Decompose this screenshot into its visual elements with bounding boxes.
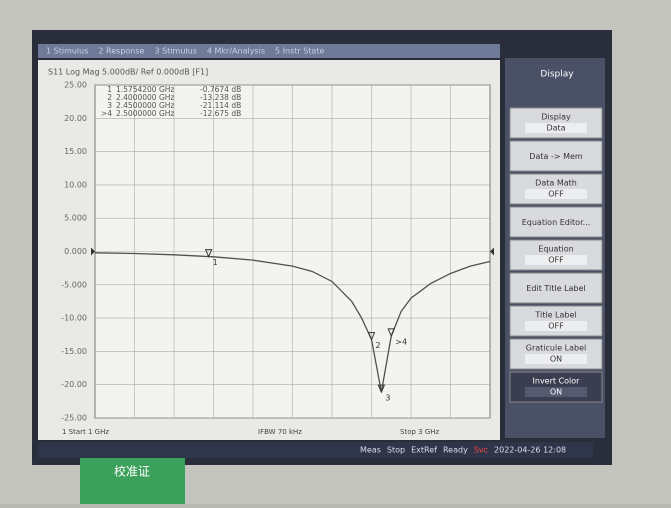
y-tick-label: 25.00: [64, 81, 87, 90]
marker-number: >4: [395, 337, 407, 346]
softkey-label: ON: [550, 355, 562, 364]
chart-title: S11 Log Mag 5.000dB/ Ref 0.000dB [F1]: [48, 68, 208, 77]
ifbw-label: IFBW 70 kHz: [258, 428, 302, 436]
softkey-label: Data Math: [535, 179, 577, 188]
marker-number: 3: [385, 394, 390, 403]
softkey-label: OFF: [548, 190, 564, 199]
sticker-text: 校准证: [114, 464, 150, 479]
status-item: 2022-04-26 12:08: [494, 446, 566, 455]
y-tick-label: -10.00: [61, 314, 87, 323]
marker-number: 2: [376, 341, 381, 350]
softkey-label: Data: [546, 124, 565, 133]
softkey-title: Display: [540, 70, 574, 80]
status-item: Stop: [387, 446, 405, 455]
y-tick-label: 15.00: [64, 147, 87, 156]
y-tick-label: 5.000: [64, 214, 87, 223]
stop-label: Stop 3 GHz: [400, 428, 440, 436]
softkey-label: ON: [550, 388, 562, 397]
softkey-label: Equation: [538, 245, 573, 254]
softkey-label: Edit Title Label: [526, 284, 585, 293]
y-tick-label: -15.00: [61, 347, 87, 356]
marker-number: 1: [213, 258, 218, 267]
softkey-label: OFF: [548, 256, 564, 265]
readout-value: -12.675 dB: [200, 109, 241, 118]
y-tick-label: -20.00: [61, 380, 87, 389]
menu-item[interactable]: 2 Response: [98, 47, 144, 56]
page: S11 Log Mag 5.000dB/ Ref 0.000dB [F1] 校准…: [0, 0, 671, 504]
menu-item[interactable]: 3 Stimulus: [154, 47, 196, 56]
softkey-label: Data -> Mem: [529, 152, 583, 161]
readout-name: >4: [101, 109, 112, 118]
status-item: Meas: [360, 446, 381, 455]
softkey-label: Equation Editor...: [522, 218, 591, 227]
y-tick-label: -5.000: [61, 280, 87, 289]
y-tick-label: 10.00: [64, 180, 87, 189]
menu-item[interactable]: 1 Stimulus: [46, 47, 88, 56]
softkey-label: OFF: [548, 322, 564, 331]
y-tick-label: -25.00: [61, 414, 87, 423]
y-tick-label: 20.00: [64, 114, 87, 123]
menu-item[interactable]: 5 Instr State: [275, 47, 324, 56]
softkey-label: Graticule Label: [526, 344, 587, 353]
status-item: Ready: [443, 446, 468, 455]
softkey-label: Invert Color: [533, 377, 581, 386]
menu-item[interactable]: 4 Mkr/Analysis: [207, 47, 265, 56]
softkey-label: Title Label: [534, 311, 576, 320]
start-label: 1 Start 1 GHz: [62, 428, 109, 436]
softkey-label: Display: [541, 113, 571, 122]
readout-x: 2.5000000 GHz: [116, 109, 174, 118]
screenshot: S11 Log Mag 5.000dB/ Ref 0.000dB [F1] 校准…: [0, 0, 671, 504]
status-item: Svc: [474, 446, 488, 455]
status-item: ExtRef: [411, 446, 437, 455]
y-tick-label: 0.000: [64, 247, 87, 256]
